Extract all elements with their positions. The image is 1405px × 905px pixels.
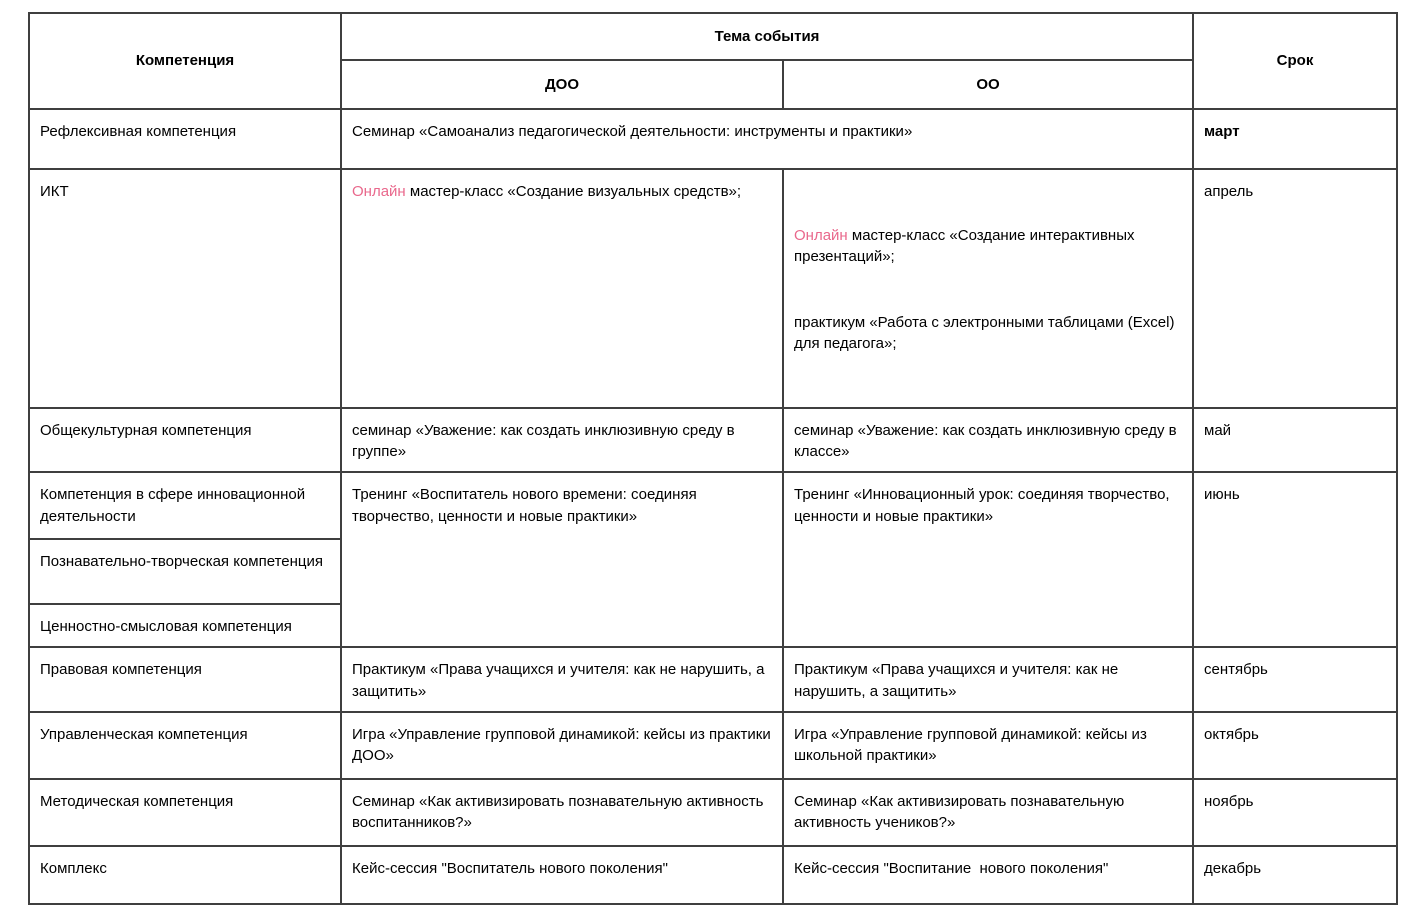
- table-row: Комплекс Кейс-сессия "Воспитатель нового…: [28, 844, 1398, 905]
- cell-topic-doo: Кейс-сессия "Воспитатель нового поколени…: [340, 844, 784, 905]
- topic-text: мастер-класс «Создание визуальных средст…: [405, 183, 742, 200]
- cell-topic-oo: Кейс-сессия "Воспитание нового поколения…: [782, 844, 1194, 905]
- topic-line: Онлайн мастер-класс «Создание интерактив…: [794, 225, 1182, 269]
- competency-schedule-table: Компетенция Тема события Срок ДОО ОО Реф…: [28, 12, 1398, 905]
- cell-term: ноябрь: [1192, 777, 1398, 847]
- cell-competency: Компетенция в сфере инновационной деятел…: [28, 471, 342, 540]
- header-oo: ОО: [782, 59, 1194, 110]
- cell-topic-oo: Семинар «Как активизировать познавательн…: [782, 777, 1194, 847]
- table-row: Рефлексивная компетенция Семинар «Самоан…: [28, 108, 1398, 170]
- table-row: Ценностно-смысловая компетенция: [28, 603, 1397, 648]
- cell-topic-doo: Практикум «Права учащихся и учителя: как…: [340, 646, 784, 713]
- online-highlight: Онлайн: [794, 226, 848, 244]
- cell-topic-doo: семинар «Уважение: как создать инклюзивн…: [340, 406, 784, 473]
- cell-competency: Комплекс: [28, 844, 342, 905]
- table-header-row-2: ДОО ОО: [29, 59, 1397, 110]
- cell-topic-oo: Тренинг «Инновационный урок: соединяя тв…: [782, 471, 1194, 648]
- document-page: Компетенция Тема события Срок ДОО ОО Реф…: [28, 12, 1398, 905]
- header-doo: ДОО: [340, 59, 784, 110]
- online-highlight: Онлайн: [352, 183, 406, 200]
- table-row: ИКТ Онлайн мастер-класс «Создание визуал…: [28, 168, 1398, 409]
- cell-competency: Правовая компетенция: [28, 646, 342, 713]
- cell-topic-doo: Игра «Управление групповой динамикой: ке…: [340, 710, 784, 780]
- cell-term: май: [1192, 406, 1398, 473]
- cell-topic-doo: Тренинг «Воспитатель нового времени: сое…: [340, 471, 784, 648]
- cell-competency: Общекультурная компетенция: [28, 406, 342, 473]
- cell-competency: Ценностно-смысловая компетенция: [28, 603, 342, 648]
- cell-topic-doo: Онлайн мастер-класс «Создание визуальных…: [340, 168, 784, 409]
- cell-topic-doo: Семинар «Как активизировать познавательн…: [340, 777, 784, 847]
- cell-term: декабрь: [1192, 844, 1398, 905]
- cell-term: сентябрь: [1192, 646, 1398, 713]
- table-header-row-1: Компетенция Тема события Срок: [28, 12, 1398, 110]
- cell-topic-oo: семинар «Уважение: как создать инклюзивн…: [782, 406, 1194, 473]
- cell-term: март: [1192, 108, 1398, 170]
- topic-line: практикум «Работа с электронными таблица…: [794, 313, 1179, 353]
- topic-text: мастер-класс «Создание интерактивных пре…: [794, 226, 1139, 266]
- cell-topic-oo: Практикум «Права учащихся и учителя: как…: [782, 646, 1194, 713]
- cell-competency: Управленческая компетенция: [28, 710, 342, 780]
- table-row: Управленческая компетенция Игра «Управле…: [28, 710, 1398, 780]
- table-row: Общекультурная компетенция семинар «Уваж…: [28, 406, 1398, 473]
- cell-competency: ИКТ: [28, 168, 342, 409]
- table-row: Методическая компетенция Семинар «Как ак…: [28, 777, 1398, 847]
- cell-term: июнь: [1192, 471, 1398, 648]
- cell-topic-oo: Игра «Управление групповой динамикой: ке…: [782, 710, 1194, 780]
- table-row: Правовая компетенция Практикум «Права уч…: [28, 646, 1398, 713]
- table-row: Компетенция в сфере инновационной деятел…: [28, 471, 1398, 648]
- table-row: Познавательно-творческая компетенция: [28, 538, 1397, 605]
- cell-topic-merged: Семинар «Самоанализ педагогической деяте…: [340, 108, 1194, 170]
- cell-competency: Рефлексивная компетенция: [28, 108, 342, 170]
- header-term: Срок: [1192, 12, 1398, 110]
- cell-competency: Методическая компетенция: [28, 777, 342, 847]
- header-competency: Компетенция: [28, 12, 342, 110]
- cell-competency: Познавательно-творческая компетенция: [28, 538, 342, 605]
- cell-topic-oo: Онлайн мастер-класс «Создание интерактив…: [782, 168, 1194, 409]
- cell-term: апрель: [1192, 168, 1398, 409]
- header-event-topic: Тема события: [340, 12, 1194, 61]
- cell-term: октябрь: [1192, 710, 1398, 780]
